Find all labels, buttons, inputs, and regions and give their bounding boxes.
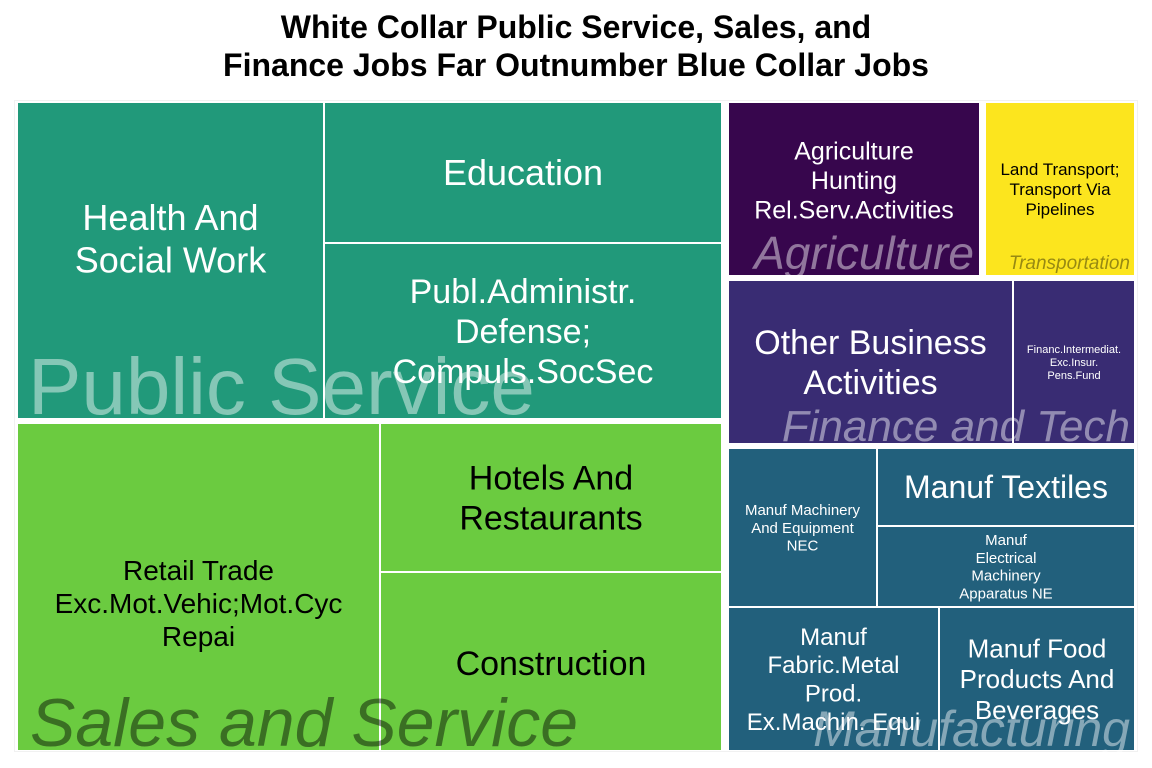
tile-label-agriculture: Agriculture Hunting Rel.Serv.Activities	[754, 138, 954, 225]
tile-label-retail-trade: Retail Trade Exc.Mot.Vehic;Mot.Cyc Repai	[55, 555, 343, 652]
group-label-sales-and-service: Sales and Service	[30, 685, 578, 761]
tile-label-construction: Construction	[456, 645, 647, 683]
tile-land-transport	[986, 103, 1134, 275]
tile-label-manuf-food: Manuf Food Products And Beverages	[960, 633, 1115, 724]
group-label-transportation: Transportation	[1009, 253, 1130, 274]
tile-label-manuf: Manuf Electrical Machinery Apparatus NE	[959, 532, 1052, 602]
chart-title: White Collar Public Service, Sales, and …	[0, 8, 1152, 84]
chart-title-line-2: Finance Jobs Far Outnumber Blue Collar J…	[223, 47, 929, 83]
group-label-manufacturing: Manufacturing	[813, 701, 1130, 757]
tile-manuf	[878, 527, 1134, 606]
tile-label-manuf: Manuf Fabric.Metal Prod. Ex.Machin. Equi	[747, 624, 920, 736]
tile-publ-administr	[325, 244, 721, 418]
tiles-layer: Health And Social Work Education Publ.Admin…	[18, 103, 1134, 750]
tile-label-publ-administr: Publ.Administr. Defense; Compuls.SocSec	[393, 273, 654, 391]
group-label-agriculture: Agriculture	[751, 227, 974, 279]
tile-label-hotels-and: Hotels And Restaurants	[459, 459, 642, 537]
tile-construction	[381, 573, 721, 750]
tile-label-health-and: Health And Social Work	[75, 197, 267, 280]
tile-hotels-and	[381, 424, 721, 571]
tile-label-other-business: Other Business Activities	[754, 324, 986, 402]
tile-financ-intermediat	[1014, 281, 1134, 443]
tile-agriculture	[729, 103, 979, 275]
tile-education	[325, 103, 721, 242]
tile-label-financ-intermediat: Financ.Intermediat. Exc.Insur. Pens.Fund	[1027, 344, 1121, 382]
chart-title-line-1: White Collar Public Service, Sales, and	[280, 9, 872, 45]
tile-manuf	[729, 608, 938, 750]
tile-label-education: Education	[443, 152, 603, 193]
plot-frame	[14, 100, 1138, 752]
tile-label-manuf-machinery: Manuf Machinery And Equipment NEC	[745, 502, 861, 554]
tile-label-land-transport: Land Transport; Transport Via Pipelines	[1000, 160, 1119, 219]
tile-manuf-food	[940, 608, 1134, 750]
tile-health-and	[18, 103, 323, 418]
tile-label-manuf-textiles: Manuf Textiles	[904, 469, 1108, 505]
tile-other-business	[729, 281, 1012, 443]
group-label-public-service: Public Service	[28, 342, 535, 431]
group-labels-layer: Public Service Sales and Service Agricultu…	[28, 227, 1130, 761]
tile-manuf-textiles	[878, 449, 1134, 525]
tile-manuf-machinery	[729, 449, 876, 606]
tile-retail-trade	[18, 424, 379, 750]
group-label-finance-and-tech: Finance and Tech	[782, 402, 1130, 451]
